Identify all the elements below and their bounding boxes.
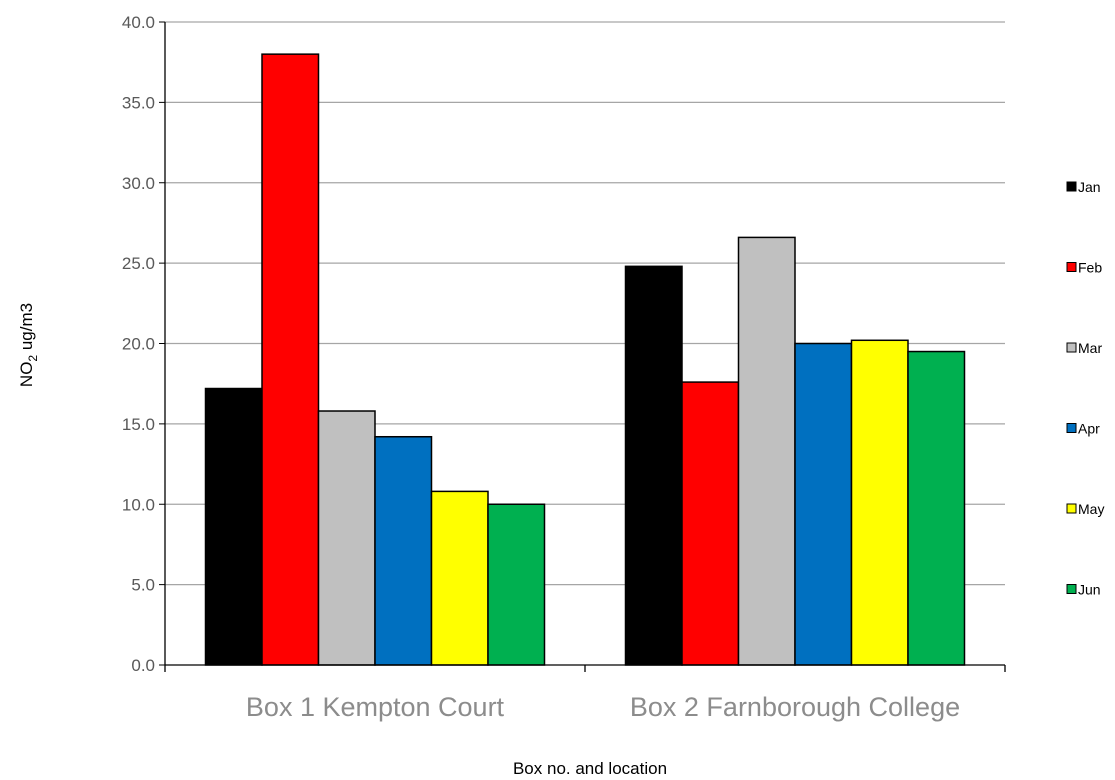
legend-swatch-jan (1066, 181, 1077, 192)
y-tick-label: 0.0 (131, 656, 155, 675)
bar-mar-1 (317, 410, 376, 666)
y-tick-label: 30.0 (122, 174, 155, 193)
legend-swatch-mar (1066, 342, 1077, 353)
category-label: Box 1 Kempton Court (246, 692, 505, 722)
legend-label-apr: Apr (1078, 421, 1100, 437)
y-axis-title: NO2 ug/m3 (17, 303, 40, 387)
category-labels: Box 1 Kempton Court Box 2 Farnborough Col… (246, 692, 960, 722)
bar-apr-1 (374, 435, 433, 666)
y-tick-label: 20.0 (122, 335, 155, 354)
y-tick-label: 35.0 (122, 93, 155, 112)
legend-swatch-apr (1066, 423, 1077, 433)
bar-feb-2 (681, 381, 740, 666)
bar-jun-2 (907, 350, 966, 666)
legend-swatch-feb (1066, 262, 1077, 272)
legend: Jan Feb Mar Apr May Jun (1066, 179, 1104, 598)
legend-label-jun: Jun (1078, 582, 1101, 598)
legend-swatch-jun (1066, 584, 1077, 594)
y-tick-label: 10.0 (122, 495, 155, 514)
bar-may-1 (430, 490, 489, 666)
bar-mar-2 (737, 236, 796, 666)
x-axis-title: Box no. and location (513, 759, 667, 778)
bar-apr-2 (794, 342, 853, 666)
legend-label-feb: Feb (1078, 260, 1102, 276)
legend-label-may: May (1078, 501, 1104, 517)
bar-jan-1 (204, 387, 263, 666)
y-tick-label: 5.0 (131, 576, 155, 595)
axes (164, 22, 1006, 672)
y-tick-label: 15.0 (122, 415, 155, 434)
legend-label-jan: Jan (1078, 179, 1101, 195)
bar-feb-1 (261, 53, 320, 666)
bar-jan-2 (624, 265, 683, 666)
legend-label-mar: Mar (1078, 340, 1102, 356)
y-tick-label: 25.0 (122, 254, 155, 273)
y-tick-label: 40.0 (122, 13, 155, 32)
bar-may-2 (850, 339, 909, 666)
y-tick-labels: 0.0 5.0 10.0 15.0 20.0 25.0 30.0 35.0 40.0 (122, 13, 155, 675)
bars (204, 53, 966, 666)
category-label: Box 2 Farnborough College (630, 692, 960, 722)
legend-swatch-may (1066, 503, 1077, 514)
bar-jun-1 (487, 503, 546, 666)
